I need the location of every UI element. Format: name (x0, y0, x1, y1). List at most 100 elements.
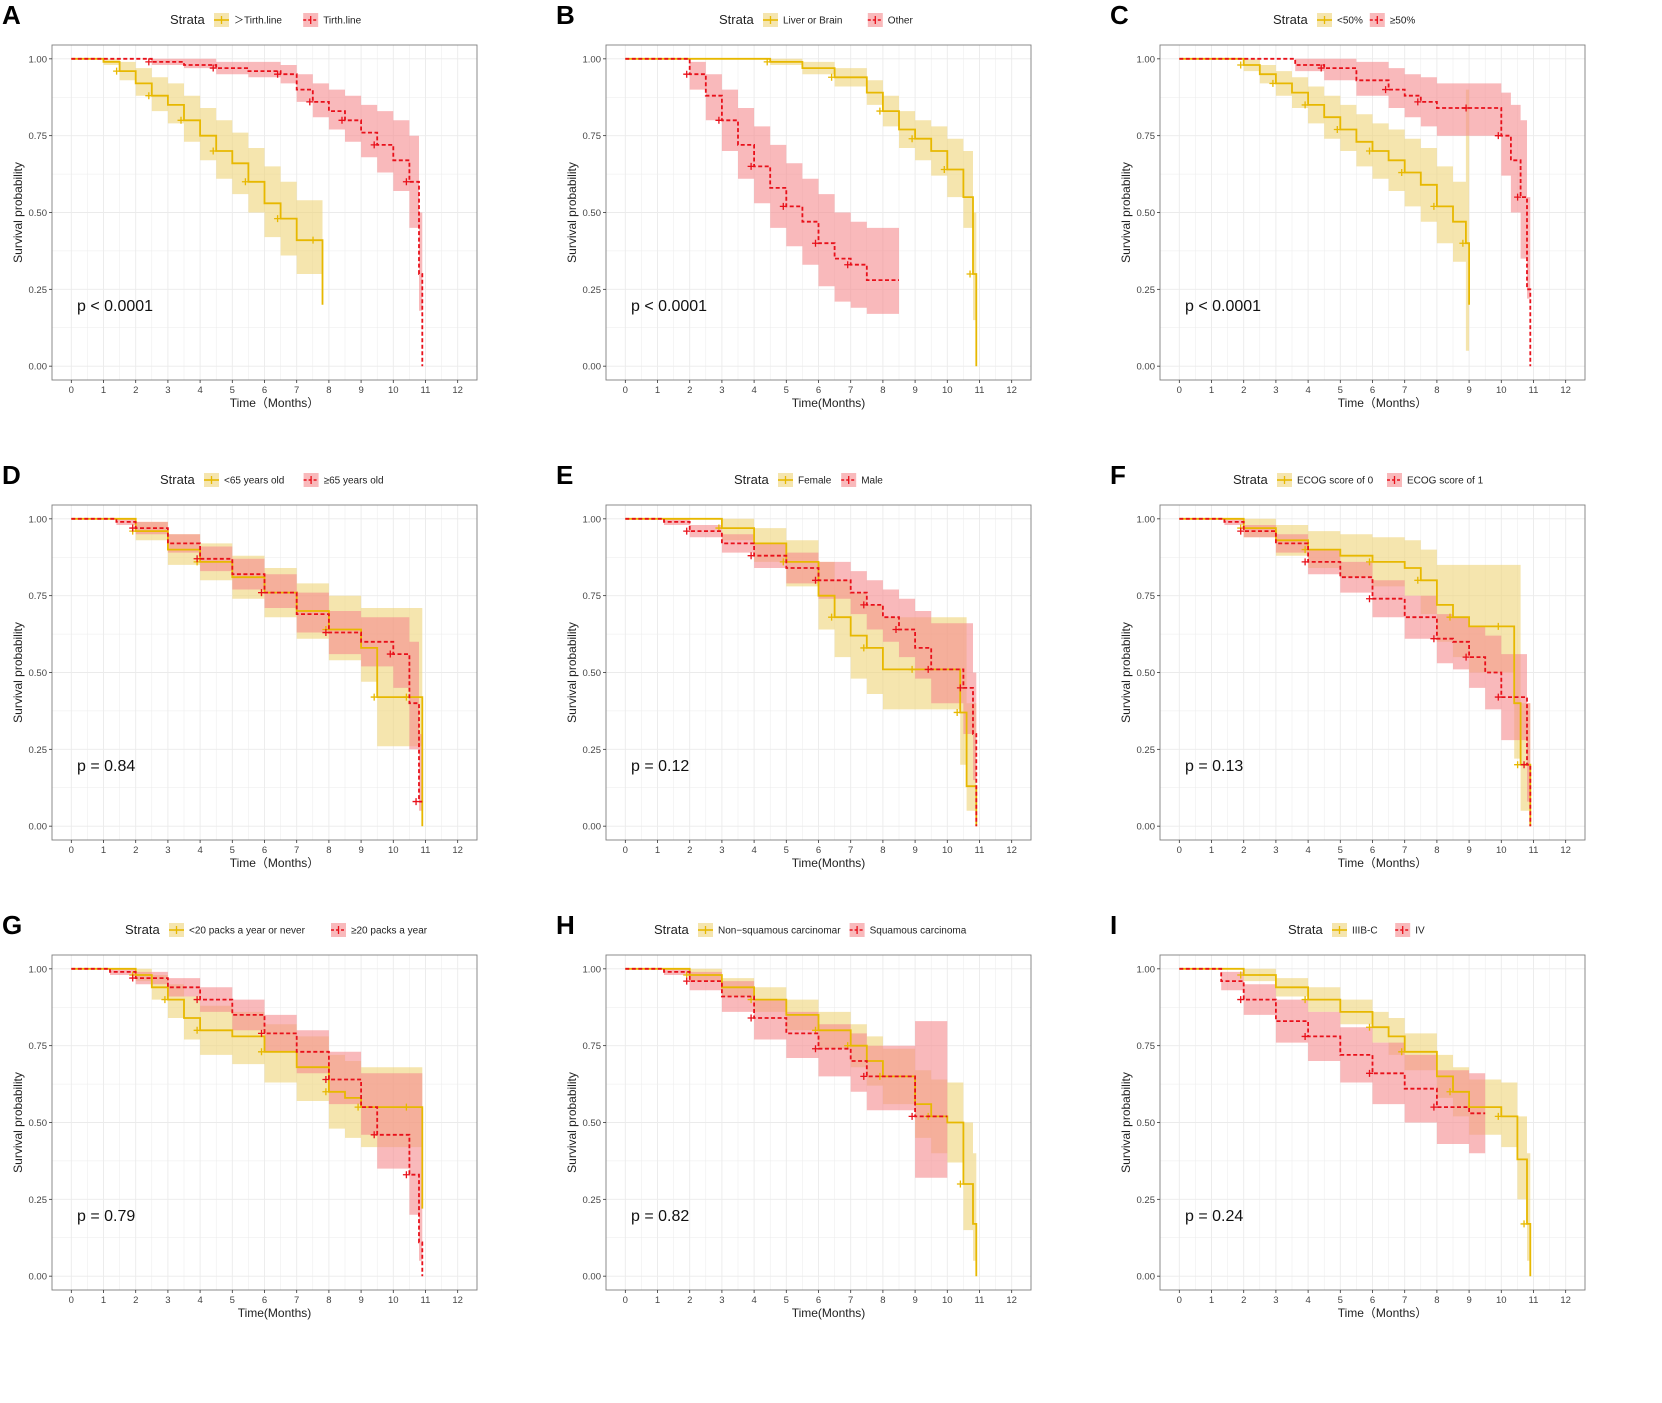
legend-label: Female (798, 476, 832, 487)
p-value: p < 0.0001 (77, 298, 153, 315)
km-panel-f: F 0.00 0.25 0.50 0.75 1.00 0 1 2 3 4 5 6 7 8 9 10 11 12 Tim… (1108, 460, 1662, 927)
censor-mark (1459, 239, 1467, 247)
x-tick-label: 5 (1338, 1295, 1343, 1306)
censor-mark (1414, 98, 1422, 106)
x-tick-label: 8 (880, 1295, 885, 1306)
panel-letter: H (556, 910, 575, 940)
x-tick-label: 5 (230, 385, 235, 396)
confidence-band-2 (1179, 58, 1531, 367)
x-axis-title: Time（Months） (230, 396, 320, 410)
legend-title: Strata (125, 922, 160, 937)
x-tick-label: 12 (1560, 1295, 1571, 1306)
survival-curve-2 (1179, 57, 1532, 367)
y-tick-label: 0.00 (29, 362, 48, 373)
x-tick-label: 1 (1209, 845, 1214, 856)
x-tick-label: 4 (751, 1295, 756, 1306)
legend-label: Liver or Brain (783, 16, 842, 27)
x-tick-label: 2 (1241, 385, 1246, 396)
x-tick-label: 6 (262, 385, 267, 396)
x-tick-label: 4 (1305, 845, 1310, 856)
x-tick-label: 4 (1305, 385, 1310, 396)
y-tick-label: 1.00 (29, 514, 48, 525)
survival-curve-2 (1179, 517, 1532, 827)
censor-mark (892, 625, 900, 633)
censor-mark (1269, 79, 1277, 87)
y-tick-label: 0.50 (1137, 208, 1156, 219)
y-tick-label: 1.00 (1137, 514, 1156, 525)
y-tick-label: 0.50 (1137, 668, 1156, 679)
y-tick-label: 0.75 (1137, 591, 1156, 602)
censor-mark (193, 996, 201, 1004)
x-tick-label: 8 (1434, 1295, 1439, 1306)
km-chart-svg: C0.000.250.500.751.000 1 2 3 4 5 6 7 8 9 10 11 12Tim… (1110, 0, 1586, 410)
x-tick-label: 11 (1529, 1295, 1539, 1306)
x-tick-label: 11 (421, 845, 431, 856)
x-tick-label: 1 (655, 1295, 660, 1306)
x-tick-label: 3 (165, 1295, 170, 1306)
x-tick-label: 12 (452, 1295, 463, 1306)
censor-mark (258, 1029, 265, 1037)
censor-mark (1366, 558, 1373, 566)
censor-mark (1462, 653, 1470, 661)
censor-mark (860, 1072, 868, 1080)
km-panel-e: E 0.00 0.25 0.50 0.75 1.00 0 1 2 3 4 5 6 7 8 9 10 11 12 Tim… (554, 460, 1108, 927)
x-tick-label: 7 (848, 385, 853, 396)
censor-mark (1301, 1032, 1309, 1040)
x-tick-label: 2 (687, 1295, 692, 1306)
km-chart-svg: E0.000.250.500.751.000 1 2 3 4 5 6 7 8 9 10 11 12Tim… (556, 460, 1032, 870)
x-tick-label: 5 (1338, 845, 1343, 856)
x-tick-label: 8 (880, 845, 885, 856)
x-tick-label: 8 (880, 385, 885, 396)
censor-mark (683, 70, 691, 78)
censor-mark (812, 576, 819, 584)
censor-mark (113, 67, 121, 75)
censor-mark (145, 58, 153, 66)
legend-key-2 (849, 923, 865, 937)
legend-title: Strata (1273, 12, 1308, 27)
legend-key-2 (1395, 923, 1411, 937)
x-tick-label: 4 (197, 1295, 202, 1306)
y-tick-label: 0.50 (29, 668, 48, 679)
confidence-band-2 (1179, 518, 1531, 827)
x-tick-label: 0 (623, 385, 628, 396)
p-value: p = 0.24 (1185, 1208, 1243, 1225)
confidence-band-1 (71, 58, 323, 342)
legend-label: <65 years old (224, 476, 284, 487)
legend-key-1 (169, 923, 184, 937)
x-tick-label: 10 (388, 1295, 399, 1306)
censor-mark (209, 64, 217, 72)
x-tick-label: 8 (326, 1295, 331, 1306)
censor-mark (747, 162, 755, 170)
km-chart-svg: G0.000.250.500.751.000 1 2 3 4 5 6 7 8 9 10 11 12Tim… (2, 910, 478, 1320)
x-tick-label: 7 (1402, 385, 1407, 396)
x-tick-label: 1 (655, 845, 660, 856)
x-tick-label: 6 (1370, 385, 1375, 396)
km-panel-g: G 0.00 0.25 0.50 0.75 1.00 0 1 2 3 4 5 6 7 8 9 10 11 12 Tim… (0, 910, 554, 1377)
legend-label: ≥50% (1390, 16, 1416, 27)
censor-mark (161, 996, 169, 1004)
x-tick-label: 1 (101, 845, 106, 856)
y-tick-label: 0.50 (583, 208, 602, 219)
x-tick-label: 2 (133, 385, 138, 396)
x-tick-label: 4 (197, 845, 202, 856)
y-tick-label: 0.75 (583, 131, 602, 142)
y-tick-label: 0.25 (1137, 1195, 1156, 1206)
y-tick-label: 0.25 (1137, 285, 1156, 296)
km-panel-d: D 0.00 0.25 0.50 0.75 1.00 0 1 2 3 4 5 6 7 8 9 10 11 12 Tim… (0, 460, 554, 927)
y-axis-title: Survival probability (1119, 1072, 1133, 1173)
survival-curve-1 (625, 517, 978, 827)
y-tick-label: 0.75 (29, 131, 48, 142)
censor-mark (258, 1048, 265, 1056)
legend-key-1 (698, 923, 713, 937)
x-tick-label: 6 (1370, 845, 1375, 856)
censor-mark (1514, 193, 1522, 201)
km-chart-svg: D0.000.250.500.751.000 1 2 3 4 5 6 7 8 9 10 11 12Tim… (2, 460, 478, 870)
x-tick-label: 0 (69, 1295, 74, 1306)
x-tick-label: 9 (1466, 845, 1471, 856)
x-tick-label: 11 (1529, 385, 1539, 396)
x-tick-label: 9 (358, 1295, 363, 1306)
x-tick-label: 3 (1273, 385, 1278, 396)
legend-label: ＞Tirth.line (234, 16, 282, 27)
p-value: p < 0.0001 (1185, 298, 1261, 315)
x-tick-label: 3 (719, 1295, 724, 1306)
